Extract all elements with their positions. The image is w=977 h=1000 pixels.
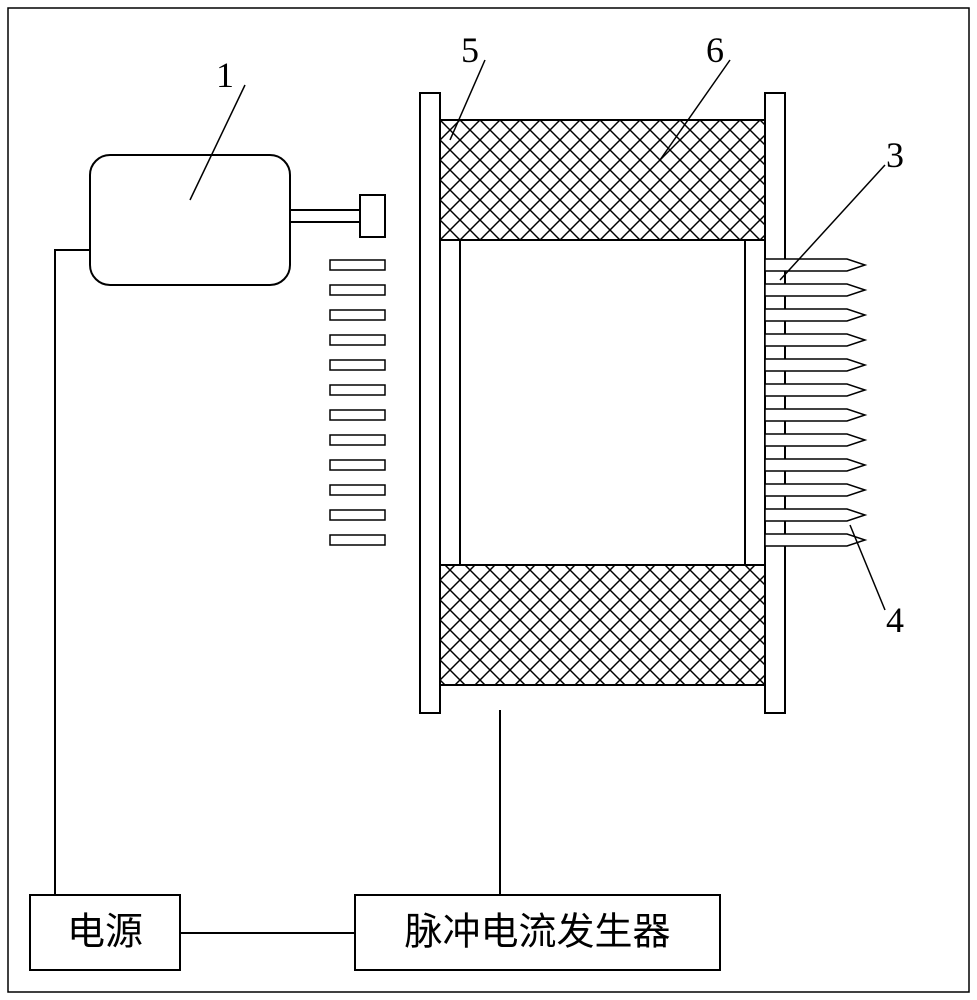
hatched-bottom	[440, 565, 765, 685]
inner-left-bar	[440, 240, 460, 565]
wire-motor-to-power	[55, 250, 90, 900]
callout-l1: 1	[216, 55, 234, 95]
callout-l5: 5	[461, 30, 479, 70]
motor-body	[90, 155, 290, 285]
callout-l6: 6	[706, 30, 724, 70]
inner-right-bar	[745, 240, 765, 565]
callout-l3: 3	[886, 135, 904, 175]
right-flange	[765, 93, 785, 713]
motor-coupling	[360, 195, 385, 237]
hatched-top	[440, 120, 765, 240]
motor-shaft	[290, 210, 360, 222]
left-flange	[420, 93, 440, 713]
left-pins	[330, 260, 385, 545]
pulse-label: 脉冲电流发生器	[404, 912, 670, 954]
callout-l4: 4	[886, 600, 904, 640]
center-cavity	[460, 240, 745, 565]
leader-l4	[850, 525, 885, 610]
power-label: 电源	[67, 912, 143, 954]
